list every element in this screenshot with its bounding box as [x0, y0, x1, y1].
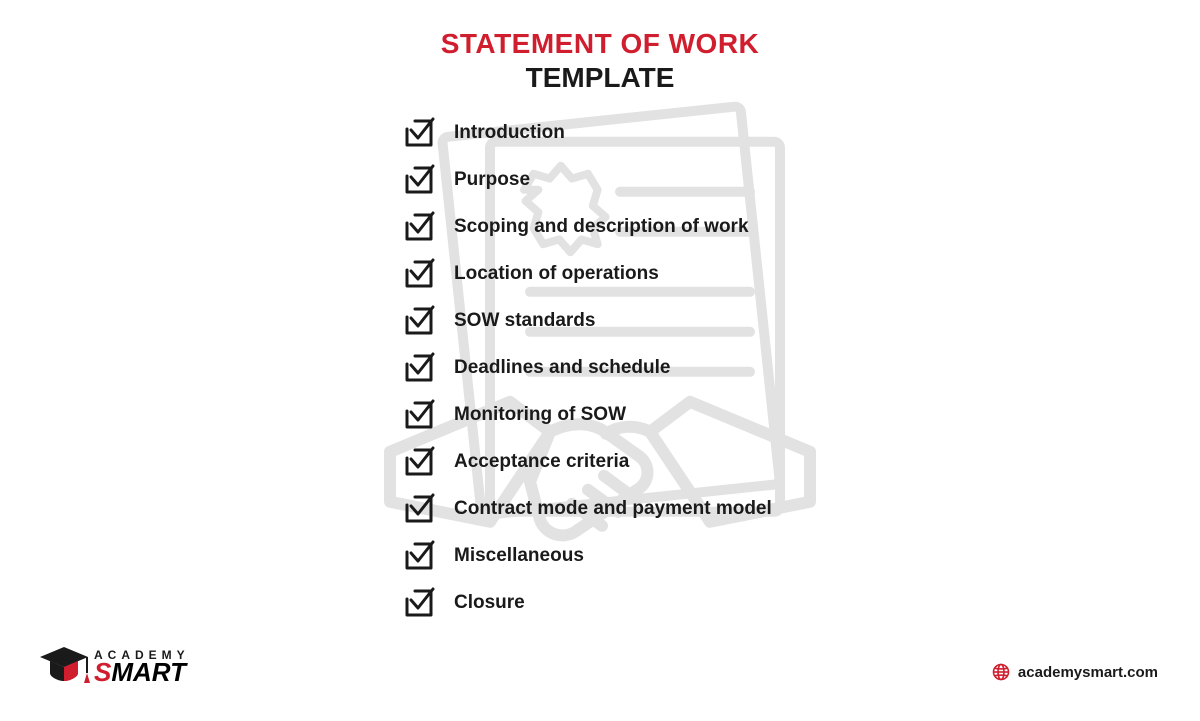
- checklist-item-label: Purpose: [454, 169, 530, 191]
- globe-icon: [992, 663, 1010, 681]
- checklist-item: SOW standards: [402, 304, 810, 338]
- checklist-item: Acceptance criteria: [402, 445, 810, 479]
- checklist-item: Location of operations: [402, 257, 810, 291]
- checklist-item-label: Acceptance criteria: [454, 451, 629, 473]
- checkbox-checked-icon: [402, 116, 436, 150]
- logo-text-bottom: SMART: [94, 659, 190, 685]
- checkbox-checked-icon: [402, 304, 436, 338]
- checklist-item: Deadlines and schedule: [402, 351, 810, 385]
- checklist-item-label: Deadlines and schedule: [454, 357, 670, 379]
- checklist-item-label: Miscellaneous: [454, 545, 584, 567]
- checklist-item: Introduction: [402, 116, 810, 150]
- graduation-cap-icon: [38, 643, 90, 691]
- brand-logo: ACADEMY SMART: [38, 643, 190, 691]
- title-block: STATEMENT OF WORK TEMPLATE: [0, 0, 1200, 94]
- checklist-item-label: Introduction: [454, 122, 565, 144]
- checklist-item-label: Location of operations: [454, 263, 659, 285]
- checkbox-checked-icon: [402, 351, 436, 385]
- site-url: academysmart.com: [1018, 664, 1158, 681]
- checklist-item: Contract mode and payment model: [402, 492, 810, 526]
- checkbox-checked-icon: [402, 210, 436, 244]
- checklist-item: Monitoring of SOW: [402, 398, 810, 432]
- checkbox-checked-icon: [402, 539, 436, 573]
- checkbox-checked-icon: [402, 398, 436, 432]
- checklist-item-label: Scoping and description of work: [454, 216, 749, 238]
- checklist-item-label: Closure: [454, 592, 525, 614]
- title-line-2: TEMPLATE: [0, 62, 1200, 94]
- checklist-item: Closure: [402, 586, 810, 620]
- checkbox-checked-icon: [402, 445, 436, 479]
- checklist-item: Scoping and description of work: [402, 210, 810, 244]
- title-line-1: STATEMENT OF WORK: [0, 28, 1200, 60]
- checkbox-checked-icon: [402, 257, 436, 291]
- checklist-item-label: SOW standards: [454, 310, 595, 332]
- checklist-item: Purpose: [402, 163, 810, 197]
- checklist-item-label: Monitoring of SOW: [454, 404, 626, 426]
- checklist-item: Miscellaneous: [402, 539, 810, 573]
- checkbox-checked-icon: [402, 163, 436, 197]
- checklist: Introduction Purpose Scoping and descripti…: [390, 116, 810, 620]
- checkbox-checked-icon: [402, 492, 436, 526]
- site-link: academysmart.com: [992, 663, 1158, 681]
- checklist-item-label: Contract mode and payment model: [454, 498, 772, 520]
- checkbox-checked-icon: [402, 586, 436, 620]
